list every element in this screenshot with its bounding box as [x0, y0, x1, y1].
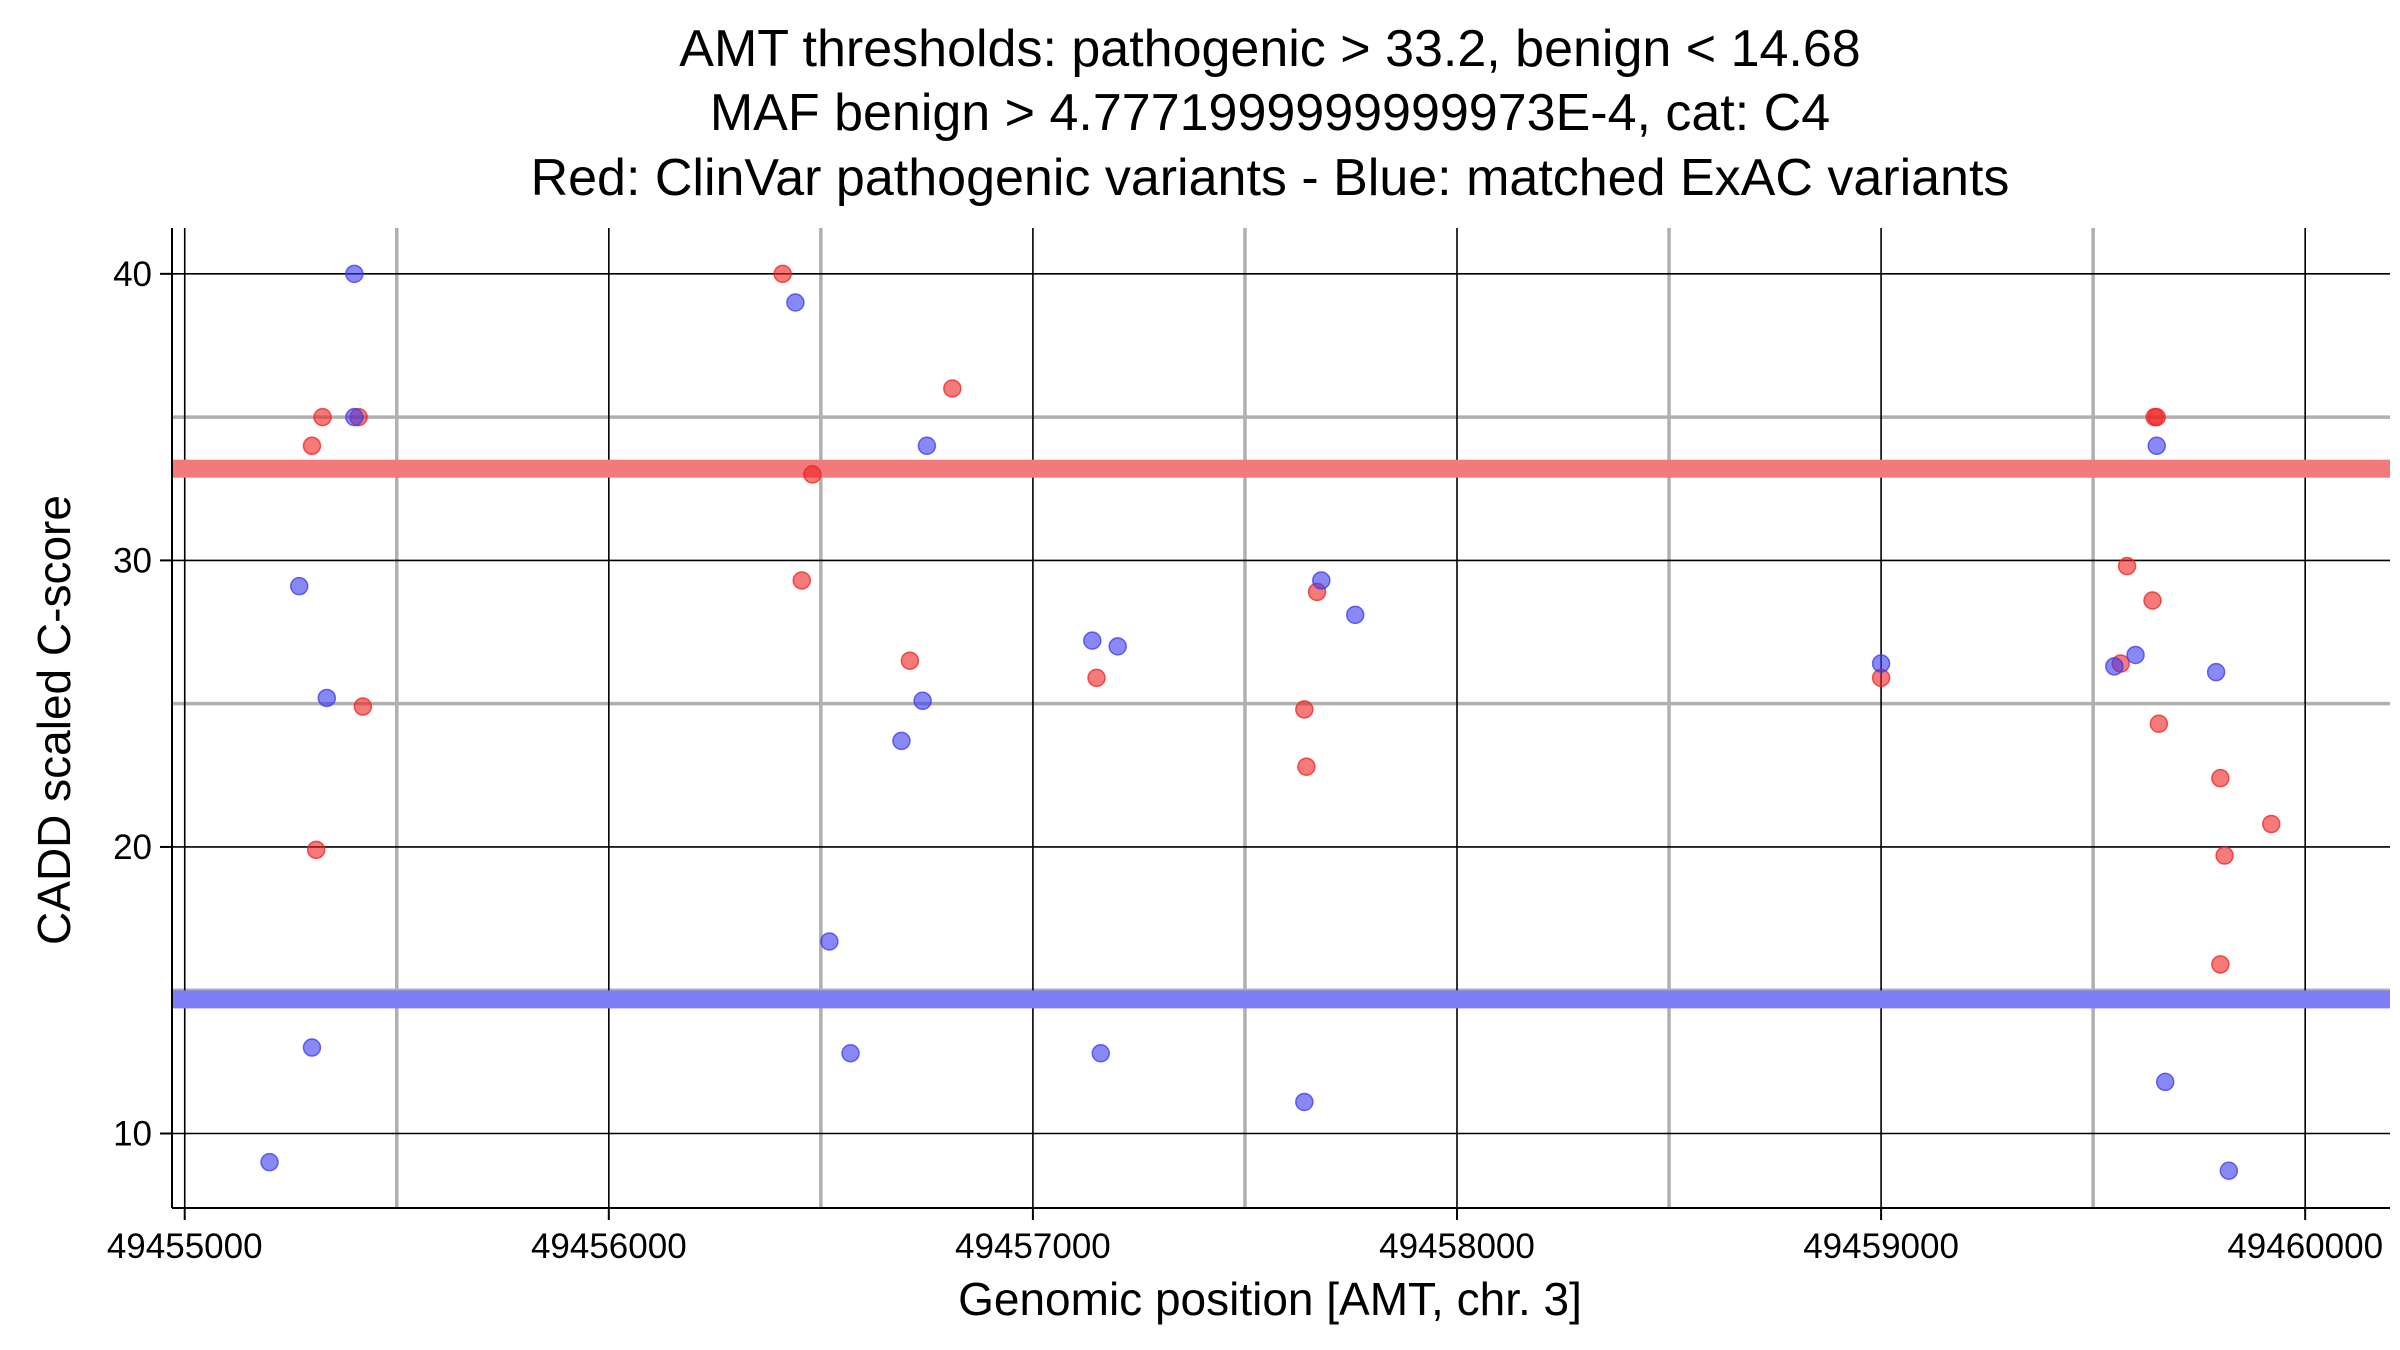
exac-point-8	[841, 1044, 860, 1063]
clinvar-point-6	[803, 465, 822, 484]
clinvar-point-4	[353, 697, 373, 716]
clinvar-point-0	[302, 436, 322, 456]
x-tick-label-1: 49456000	[531, 1227, 687, 1266]
x-tick-label-0: 49455000	[107, 1227, 263, 1266]
clinvar-point-7	[792, 571, 812, 590]
clinvar-point-24	[2262, 814, 2281, 834]
exac-point-20	[2126, 645, 2145, 665]
clinvar-point-10	[1087, 668, 1106, 688]
title-line-1: AMT thresholds: pathogenic > 33.2, benig…	[679, 20, 1860, 78]
clinvar-point-1	[313, 407, 332, 427]
exac-point-21	[2147, 436, 2166, 456]
y-tick-label-0: 10	[113, 1114, 152, 1153]
clinvar-point-9	[900, 651, 920, 670]
pathogenic-threshold-line	[172, 459, 2390, 478]
threshold-bands	[172, 459, 2390, 1009]
clinvar-point-12	[1295, 700, 1314, 719]
exac-point-6	[786, 293, 805, 312]
exac-point-7	[820, 932, 839, 951]
data-points	[260, 264, 2281, 1180]
exac-point-16	[1312, 571, 1331, 590]
exac-point-3	[317, 688, 337, 708]
exac-point-1	[289, 576, 309, 596]
clinvar-point-8	[943, 379, 962, 398]
benign-threshold-line	[172, 990, 2390, 1009]
minor-grid	[172, 228, 2390, 1208]
title-line-2: MAF benign > 4.7771999999999973E-4, cat:…	[710, 84, 1830, 142]
clinvar-point-23	[2211, 955, 2230, 974]
exac-point-11	[917, 436, 937, 456]
clinvar-point-17	[2117, 556, 2137, 576]
exac-point-2	[302, 1038, 322, 1057]
exac-point-24	[2219, 1161, 2239, 1180]
clinvar-point-5	[773, 264, 792, 284]
exac-point-22	[2155, 1072, 2175, 1092]
clinvar-point-22	[2215, 846, 2234, 865]
exac-point-0	[260, 1152, 279, 1172]
exac-point-19	[2105, 657, 2124, 676]
exac-point-13	[1091, 1044, 1111, 1063]
exac-point-4	[345, 264, 364, 284]
x-tick-label-5: 49460000	[2227, 1227, 2383, 1266]
exac-point-18	[1871, 654, 1891, 673]
x-tick-label-2: 49457000	[955, 1227, 1111, 1266]
axes	[160, 228, 2390, 1220]
clinvar-point-16	[2147, 407, 2166, 427]
title-line-3: Red: ClinVar pathogenic variants - Blue:…	[531, 149, 2010, 207]
clinvar-point-20	[2149, 714, 2169, 733]
tick-labels: 49455000 49456000 49457000 49458000 49459000…	[107, 255, 2383, 1266]
chart-title: AMT thresholds: pathogenic > 33.2, benig…	[531, 20, 2010, 207]
y-tick-label-3: 40	[113, 255, 152, 294]
exac-point-9	[892, 731, 911, 751]
clinvar-point-3	[306, 840, 326, 860]
exac-point-10	[913, 691, 932, 711]
exac-point-14	[1108, 637, 1127, 656]
x-axis-title: Genomic position [AMT, chr. 3]	[958, 1273, 1582, 1325]
x-tick-label-3: 49458000	[1379, 1227, 1535, 1266]
exac-point-12	[1083, 631, 1102, 650]
x-tick-label-4: 49459000	[1803, 1227, 1959, 1266]
clinvar-point-21	[2211, 768, 2230, 788]
exac-point-23	[2206, 662, 2226, 682]
y-tick-label-2: 30	[113, 541, 152, 580]
exac-point-5	[345, 407, 364, 427]
y-tick-label-1: 20	[113, 828, 152, 867]
major-grid	[172, 228, 2390, 1208]
exac-point-15	[1295, 1092, 1314, 1112]
exac-point-17	[1345, 605, 1365, 625]
clinvar-point-13	[1297, 757, 1316, 776]
y-axis-title: CADD scaled C-score	[28, 495, 80, 945]
clinvar-point-19	[2143, 591, 2162, 610]
